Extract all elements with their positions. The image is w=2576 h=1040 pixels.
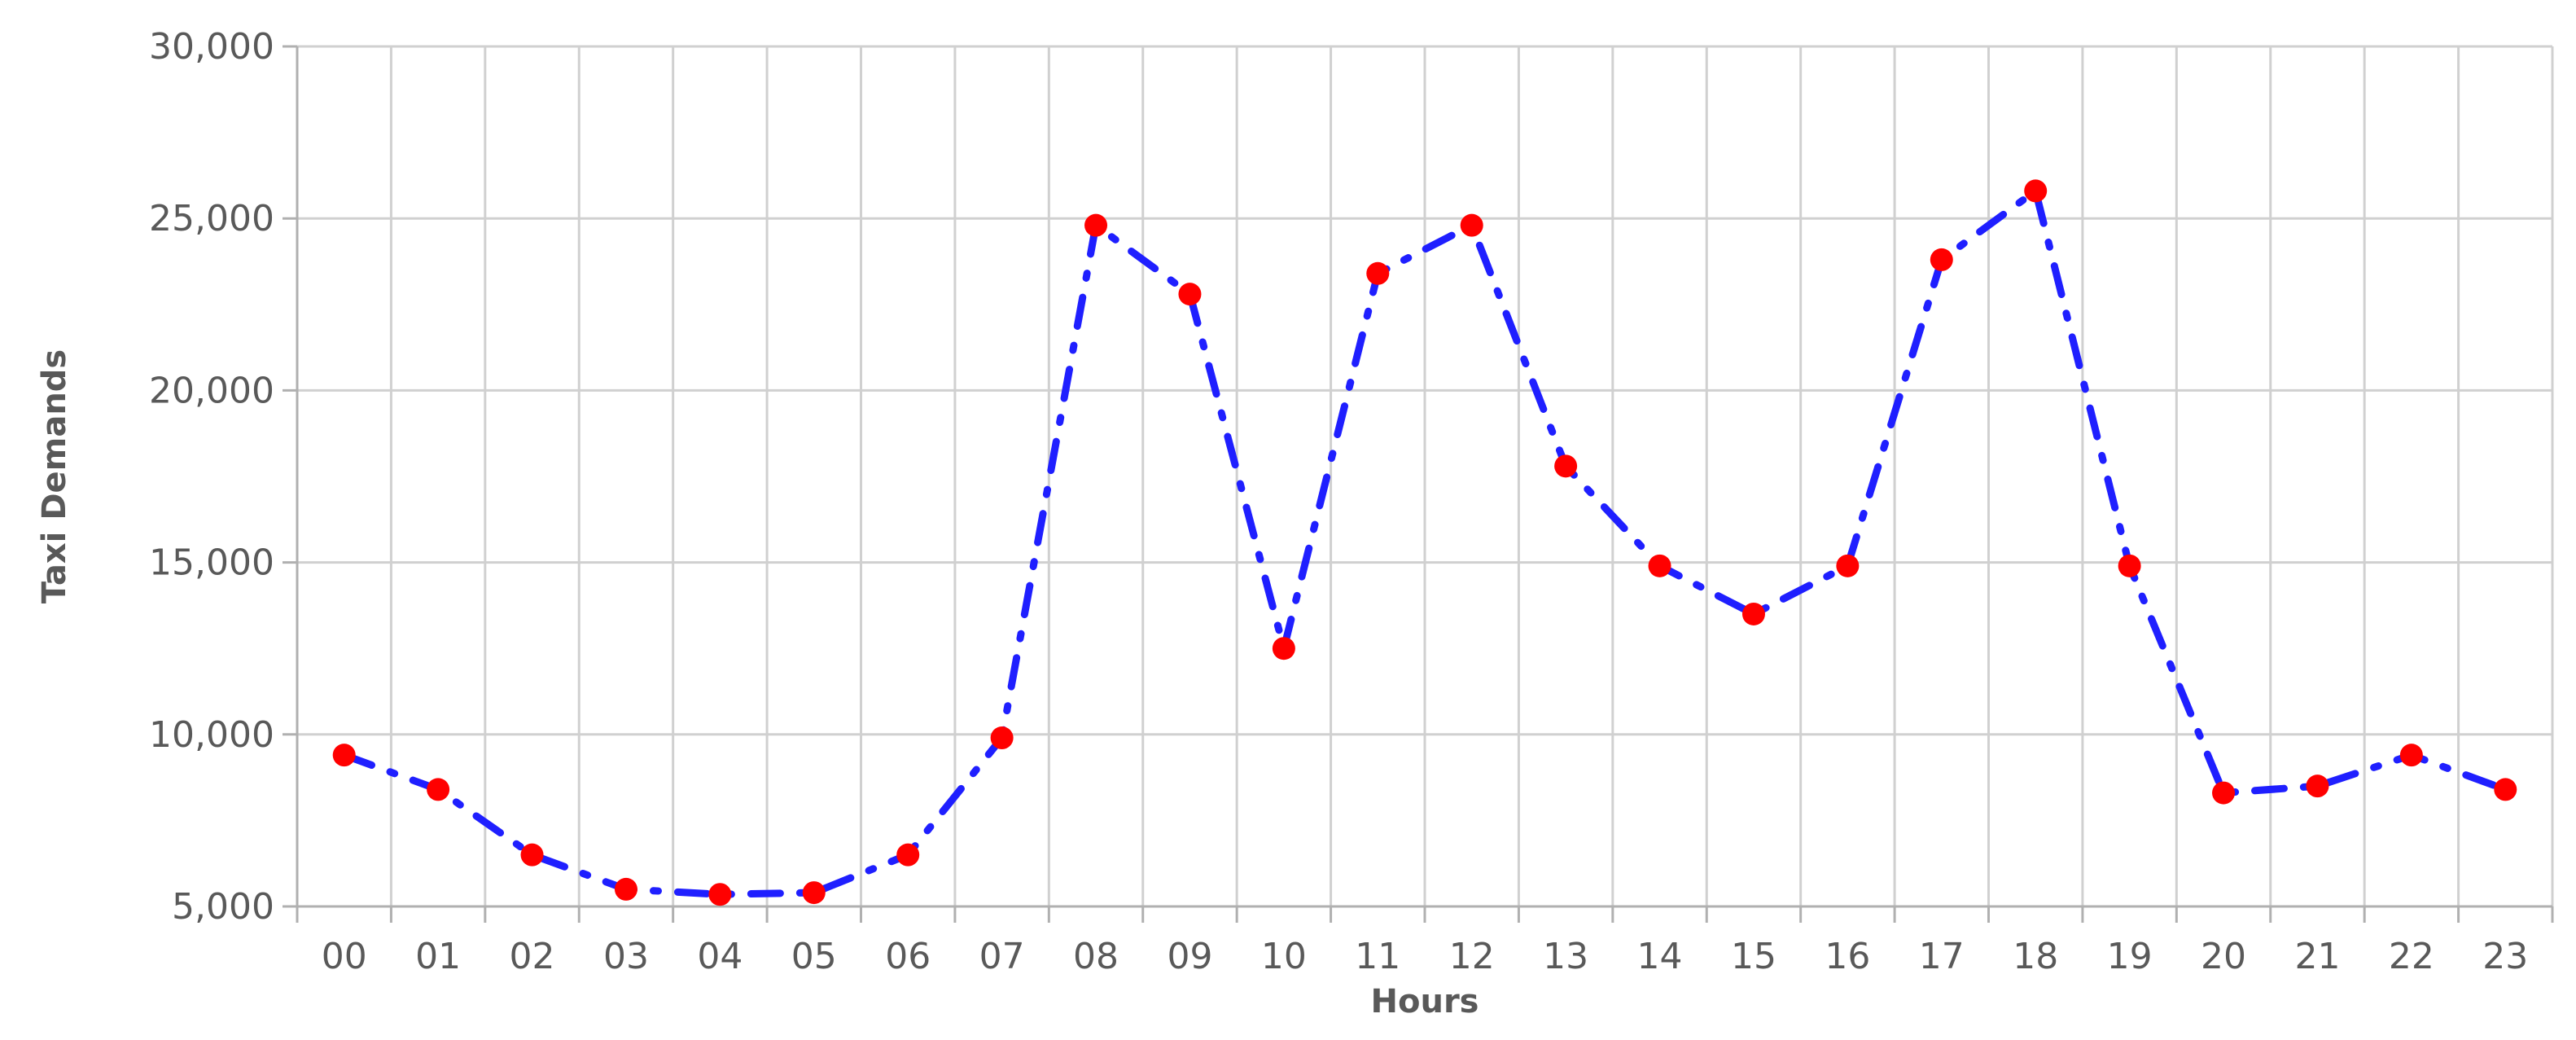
x-tick-label: 18 <box>2013 936 2058 977</box>
x-tick-label: 19 <box>2107 936 2153 977</box>
x-tick-label: 13 <box>1543 936 1588 977</box>
grid-lines <box>296 45 2554 908</box>
x-tick-label: 08 <box>1073 936 1119 977</box>
axes <box>283 45 2554 923</box>
data-point <box>614 877 637 901</box>
y-tick-label: 5,000 <box>172 886 274 928</box>
y-tick-label: 20,000 <box>149 370 274 411</box>
data-markers <box>332 179 2517 906</box>
x-tick-label: 14 <box>1637 936 1683 977</box>
y-axis-title: Taxi Demands <box>36 349 73 603</box>
x-tick-label: 17 <box>1919 936 1965 977</box>
x-tick-label: 03 <box>603 936 649 977</box>
x-tick-label: 06 <box>885 936 931 977</box>
y-tick-label: 30,000 <box>149 26 274 68</box>
data-point <box>2212 781 2236 805</box>
data-point <box>2306 775 2329 798</box>
x-tick-label: 02 <box>510 936 555 977</box>
x-tick-label: 23 <box>2482 936 2528 977</box>
data-point <box>2024 179 2048 203</box>
data-point <box>2494 778 2517 801</box>
y-tick-label: 25,000 <box>149 198 274 239</box>
x-tick-label: 20 <box>2201 936 2246 977</box>
x-tick-label: 00 <box>322 936 367 977</box>
y-tick-label: 15,000 <box>149 542 274 584</box>
x-tick-label: 10 <box>1261 936 1307 977</box>
x-tick-label: 16 <box>1825 936 1870 977</box>
x-tick-label: 04 <box>697 936 743 977</box>
data-point <box>896 843 920 867</box>
data-point <box>2118 554 2141 577</box>
data-point <box>1178 283 1202 306</box>
data-point <box>427 778 450 801</box>
x-tick-label: 15 <box>1731 936 1776 977</box>
data-point <box>1930 248 1953 271</box>
data-point <box>2399 744 2423 767</box>
data-point <box>1272 637 1295 660</box>
x-tick-label: 12 <box>1449 936 1495 977</box>
x-tick-label: 07 <box>979 936 1025 977</box>
data-point <box>1554 454 1578 478</box>
data-point <box>708 883 732 906</box>
data-point <box>1366 261 1390 285</box>
data-point <box>1648 554 1671 577</box>
x-tick-label: 11 <box>1355 936 1400 977</box>
data-point <box>332 744 356 767</box>
x-axis-title: Hours <box>1371 983 1479 1020</box>
tick-labels: 5,000 10,000 15,000 20,000 25,000 30,000 00 01 0… <box>149 26 2528 977</box>
data-point <box>1460 213 1483 237</box>
y-tick-label: 10,000 <box>149 714 274 756</box>
data-point <box>990 726 1014 750</box>
data-point <box>802 881 826 905</box>
data-point <box>1741 602 1765 625</box>
x-tick-label: 09 <box>1167 936 1212 977</box>
x-tick-label: 21 <box>2294 936 2340 977</box>
data-point <box>1084 213 1108 237</box>
x-tick-label: 05 <box>791 936 837 977</box>
x-tick-label: 01 <box>415 936 461 977</box>
series-line <box>340 186 2509 898</box>
x-tick-label: 22 <box>2389 936 2434 977</box>
data-point <box>1836 554 1860 577</box>
data-point <box>520 843 544 867</box>
